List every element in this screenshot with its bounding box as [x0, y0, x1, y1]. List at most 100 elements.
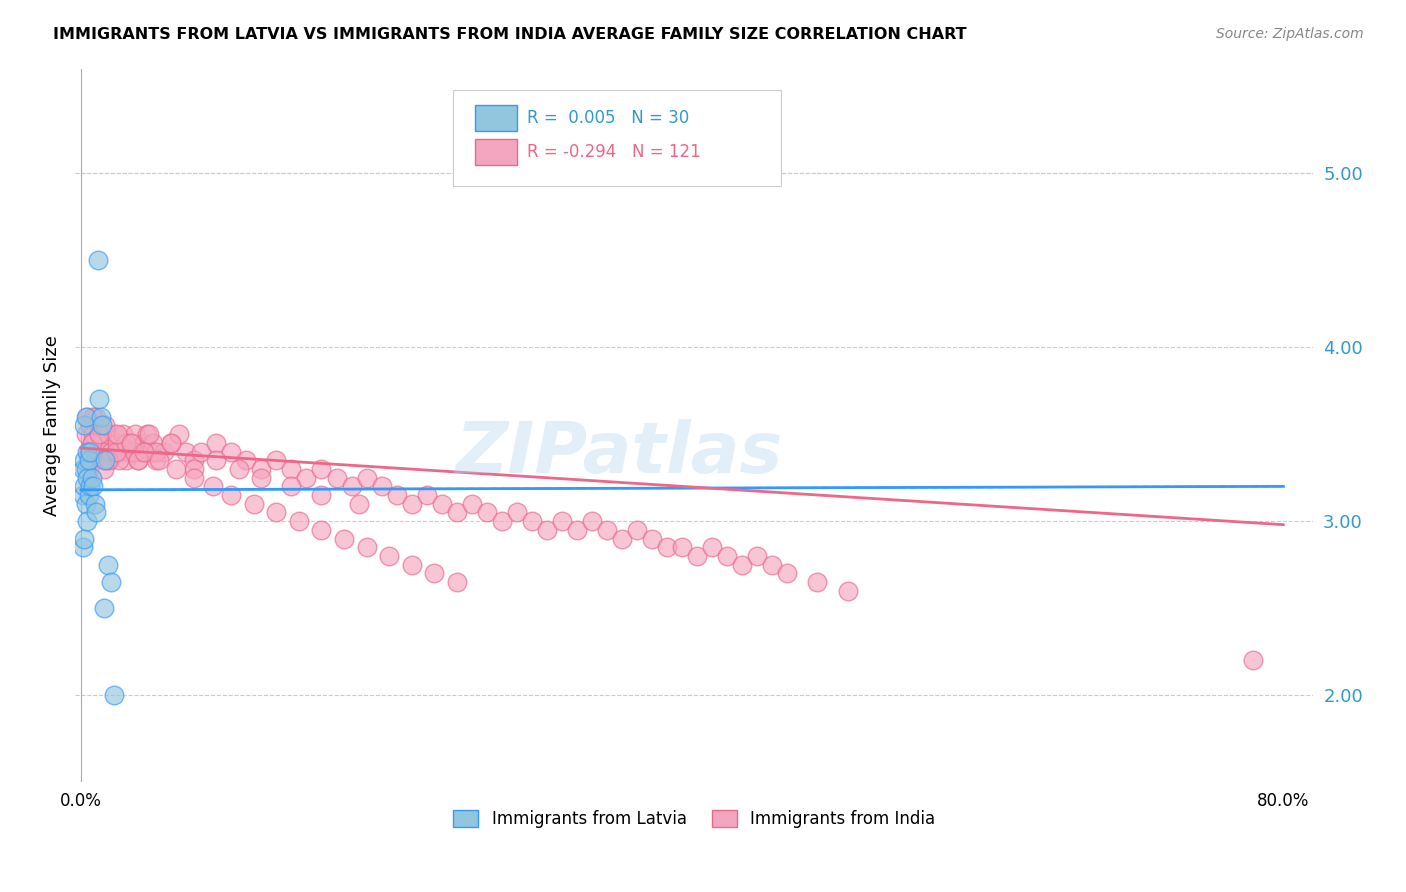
Point: [72, 462, 94, 476]
Point: [250, 462, 273, 476]
Point: [288, 514, 311, 528]
Point: [76, 444, 98, 458]
Text: Source: ZipAtlas.com: Source: ZipAtlas.com: [1216, 27, 1364, 41]
Point: [91, 427, 114, 442]
Point: [221, 488, 243, 502]
Point: [87, 418, 110, 433]
Point: [250, 471, 273, 485]
Point: [80, 435, 103, 450]
Point: [671, 541, 693, 555]
Point: [138, 427, 160, 442]
Point: [120, 435, 142, 450]
Point: [475, 506, 498, 520]
Point: [837, 583, 859, 598]
Point: [73, 453, 96, 467]
Point: [491, 514, 513, 528]
Point: [280, 479, 302, 493]
Point: [107, 453, 129, 467]
Point: [79, 479, 101, 493]
Point: [75, 462, 97, 476]
Point: [325, 471, 347, 485]
Point: [112, 427, 135, 442]
Point: [136, 427, 159, 442]
Point: [340, 479, 363, 493]
Point: [86, 444, 108, 458]
Point: [205, 453, 228, 467]
Point: [205, 435, 228, 450]
Point: [747, 549, 769, 563]
Point: [91, 418, 114, 433]
Point: [77, 488, 100, 502]
Point: [148, 453, 170, 467]
Point: [446, 506, 468, 520]
Point: [72, 488, 94, 502]
Point: [610, 532, 633, 546]
Point: [295, 471, 318, 485]
Point: [280, 462, 302, 476]
Point: [183, 453, 205, 467]
Point: [134, 444, 156, 458]
Point: [75, 427, 97, 442]
Point: [356, 541, 378, 555]
FancyBboxPatch shape: [453, 90, 780, 186]
Point: [115, 453, 138, 467]
Point: [83, 497, 105, 511]
Point: [77, 453, 100, 467]
Point: [142, 435, 165, 450]
Text: ZIPatlas: ZIPatlas: [456, 419, 783, 489]
Point: [145, 453, 167, 467]
Point: [160, 435, 183, 450]
Point: [100, 444, 122, 458]
Point: [105, 427, 128, 442]
Point: [96, 435, 118, 450]
Text: IMMIGRANTS FROM LATVIA VS IMMIGRANTS FROM INDIA AVERAGE FAMILY SIZE CORRELATION : IMMIGRANTS FROM LATVIA VS IMMIGRANTS FRO…: [53, 27, 967, 42]
Point: [731, 558, 754, 572]
Point: [160, 435, 183, 450]
Point: [76, 471, 98, 485]
Point: [73, 479, 96, 493]
Point: [93, 453, 115, 467]
Point: [333, 532, 356, 546]
Text: R = -0.294   N = 121: R = -0.294 N = 121: [527, 143, 700, 161]
Point: [165, 462, 187, 476]
Point: [596, 523, 619, 537]
Point: [94, 418, 117, 433]
Point: [86, 253, 108, 268]
Point: [100, 575, 122, 590]
Point: [122, 444, 145, 458]
Y-axis label: Average Family Size: Average Family Size: [44, 335, 60, 516]
Point: [80, 435, 103, 450]
Point: [347, 497, 370, 511]
Point: [139, 444, 162, 458]
Point: [243, 497, 266, 511]
Point: [806, 575, 828, 590]
Point: [1241, 653, 1264, 667]
Point: [97, 453, 120, 467]
Point: [370, 479, 392, 493]
Point: [506, 506, 529, 520]
Point: [77, 444, 100, 458]
Point: [641, 532, 664, 546]
Point: [79, 418, 101, 433]
Point: [75, 409, 97, 424]
Point: [266, 506, 288, 520]
Point: [152, 444, 174, 458]
Point: [98, 453, 121, 467]
Point: [93, 462, 115, 476]
FancyBboxPatch shape: [475, 139, 517, 165]
Point: [93, 601, 115, 615]
Point: [121, 435, 143, 450]
Point: [430, 497, 453, 511]
Point: [94, 444, 117, 458]
Point: [84, 409, 107, 424]
Point: [103, 688, 125, 702]
Point: [127, 453, 149, 467]
Point: [183, 462, 205, 476]
Point: [90, 435, 112, 450]
Point: [520, 514, 543, 528]
Point: [72, 541, 94, 555]
Point: [686, 549, 709, 563]
Point: [83, 453, 105, 467]
Point: [90, 409, 112, 424]
Point: [97, 558, 120, 572]
